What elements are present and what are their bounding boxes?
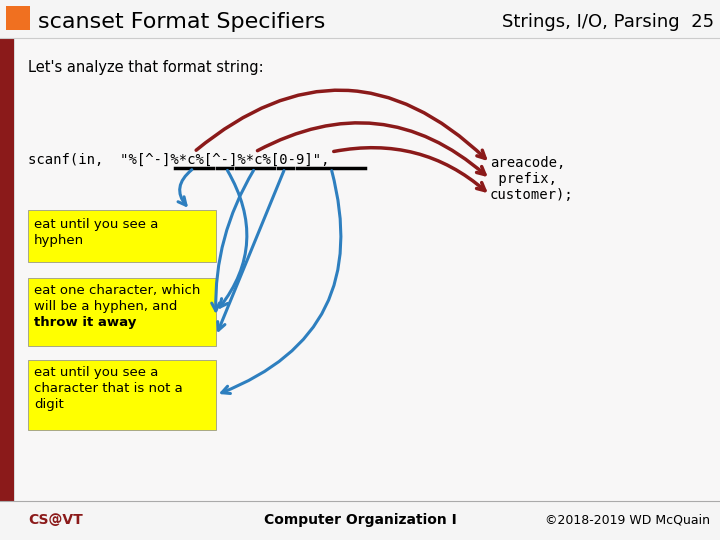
Text: areacode,: areacode, [490,156,565,170]
Text: scanset Format Specifiers: scanset Format Specifiers [38,12,325,32]
FancyBboxPatch shape [28,210,216,262]
Text: digit: digit [34,398,64,411]
Text: prefix,: prefix, [490,172,557,186]
Text: eat until you see a: eat until you see a [34,218,158,231]
Text: Strings, I/O, Parsing  25: Strings, I/O, Parsing 25 [502,13,714,31]
Text: ©2018-2019 WD McQuain: ©2018-2019 WD McQuain [545,514,710,526]
FancyBboxPatch shape [6,6,30,30]
Text: character that is not a: character that is not a [34,382,183,395]
Text: customer);: customer); [490,188,574,202]
FancyBboxPatch shape [14,38,720,501]
FancyBboxPatch shape [28,278,216,346]
FancyBboxPatch shape [28,360,216,430]
Text: CS@VT: CS@VT [28,513,83,527]
Text: will be a hyphen, and: will be a hyphen, and [34,300,177,313]
Text: Computer Organization I: Computer Organization I [264,513,456,527]
Text: Let's analyze that format string:: Let's analyze that format string: [28,60,264,75]
Text: throw it away: throw it away [34,316,136,329]
Text: scanf(in,  "%[^-]%*c%[^-]%*c%[0-9]",: scanf(in, "%[^-]%*c%[^-]%*c%[0-9]", [28,153,330,167]
FancyBboxPatch shape [0,38,14,501]
Text: eat until you see a: eat until you see a [34,366,158,379]
Text: hyphen: hyphen [34,234,84,247]
Text: eat one character, which: eat one character, which [34,284,200,297]
